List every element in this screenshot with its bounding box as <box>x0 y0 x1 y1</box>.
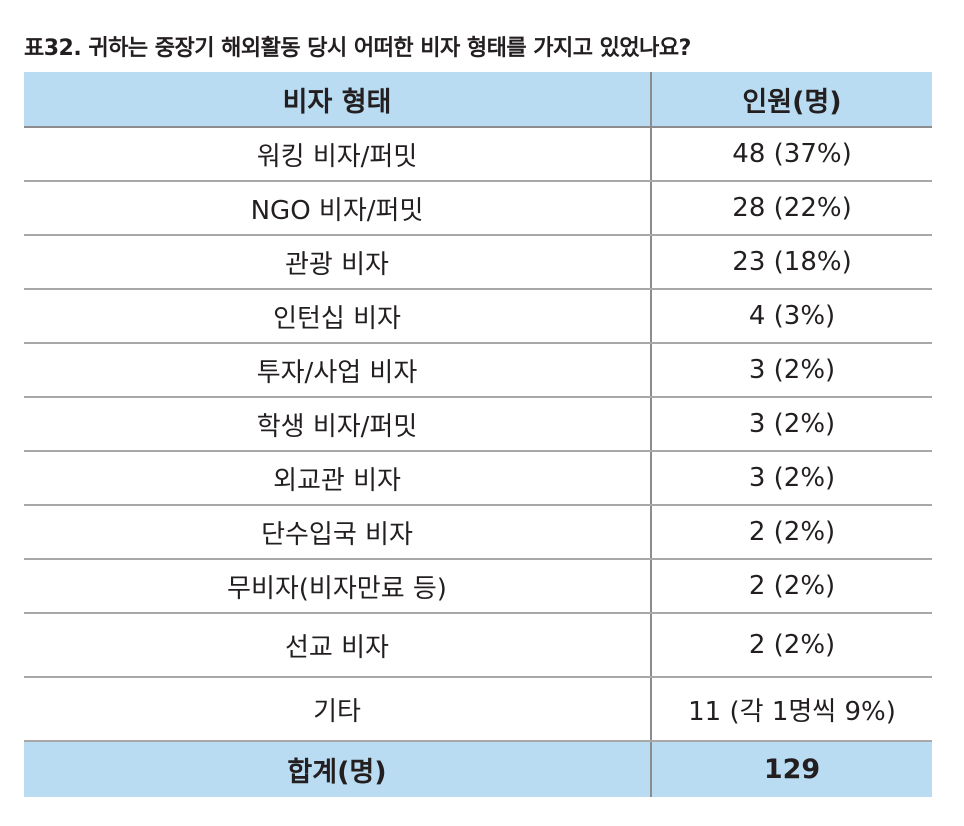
table-row: 단수입국 비자 2 (2%) <box>24 505 932 560</box>
visa-type-cell: 단수입국 비자 <box>24 505 652 560</box>
count-cell: 28 (22%) <box>651 181 932 236</box>
count-cell: 11 (각 1명씩 9%) <box>651 677 932 742</box>
header-row: 비자 형태 인원(명) <box>24 72 932 128</box>
visa-type-cell: 외교관 비자 <box>24 451 652 506</box>
table-row: NGO 비자/퍼밋 28 (22%) <box>24 181 932 236</box>
header-visa-type: 비자 형태 <box>24 72 652 128</box>
visa-type-cell: 관광 비자 <box>24 235 652 290</box>
count-cell: 23 (18%) <box>651 235 932 290</box>
count-cell: 3 (2%) <box>651 397 932 452</box>
count-cell: 4 (3%) <box>651 289 932 344</box>
visa-type-cell: 워킹 비자/퍼밋 <box>24 127 652 182</box>
visa-type-cell: 무비자(비자만료 등) <box>24 559 652 614</box>
total-label: 합계(명) <box>24 741 652 797</box>
table-row: 투자/사업 비자 3 (2%) <box>24 343 932 398</box>
table-row: 기타 11 (각 1명씩 9%) <box>24 677 932 742</box>
total-row: 합계(명) 129 <box>24 741 932 797</box>
count-cell: 2 (2%) <box>651 613 932 678</box>
table-row: 무비자(비자만료 등) 2 (2%) <box>24 559 932 614</box>
count-cell: 2 (2%) <box>651 559 932 614</box>
visa-type-cell: 학생 비자/퍼밋 <box>24 397 652 452</box>
count-cell: 48 (37%) <box>651 127 932 182</box>
table-row: 외교관 비자 3 (2%) <box>24 451 932 506</box>
visa-type-cell: 선교 비자 <box>24 613 652 678</box>
table-row: 워킹 비자/퍼밋 48 (37%) <box>24 127 932 182</box>
table-caption: 표32. 귀하는 중장기 해외활동 당시 어떠한 비자 형태를 가지고 있었나요… <box>24 36 691 61</box>
table-body: 워킹 비자/퍼밋 48 (37%) NGO 비자/퍼밋 28 (22%) 관광 … <box>24 127 932 742</box>
table-row: 선교 비자 2 (2%) <box>24 613 932 678</box>
visa-type-cell: 투자/사업 비자 <box>24 343 652 398</box>
table-header: 비자 형태 인원(명) <box>24 72 932 128</box>
visa-type-cell: 인턴십 비자 <box>24 289 652 344</box>
visa-type-table: 비자 형태 인원(명) 워킹 비자/퍼밋 48 (37%) NGO 비자/퍼밋 … <box>24 72 932 797</box>
table-footer: 합계(명) 129 <box>24 741 932 797</box>
table-row: 학생 비자/퍼밋 3 (2%) <box>24 397 932 452</box>
visa-type-cell: NGO 비자/퍼밋 <box>24 181 652 236</box>
header-count: 인원(명) <box>651 72 932 128</box>
visa-type-cell: 기타 <box>24 677 652 742</box>
total-value: 129 <box>651 741 932 797</box>
table-row: 인턴십 비자 4 (3%) <box>24 289 932 344</box>
count-cell: 3 (2%) <box>651 451 932 506</box>
count-cell: 3 (2%) <box>651 343 932 398</box>
table-row: 관광 비자 23 (18%) <box>24 235 932 290</box>
count-cell: 2 (2%) <box>651 505 932 560</box>
